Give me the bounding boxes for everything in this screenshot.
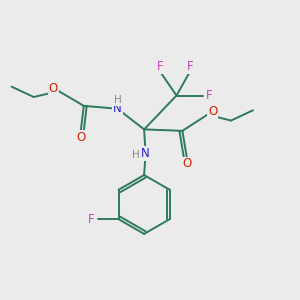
Text: O: O: [76, 131, 86, 144]
Text: N: N: [141, 147, 150, 160]
Text: O: O: [208, 105, 217, 118]
Text: F: F: [88, 213, 95, 226]
Text: H: H: [132, 150, 140, 160]
Text: O: O: [182, 157, 191, 170]
Text: O: O: [49, 82, 58, 95]
Text: H: H: [114, 95, 122, 105]
Text: F: F: [186, 60, 193, 73]
Text: F: F: [157, 60, 164, 73]
Text: N: N: [113, 102, 122, 115]
Text: F: F: [206, 89, 213, 102]
